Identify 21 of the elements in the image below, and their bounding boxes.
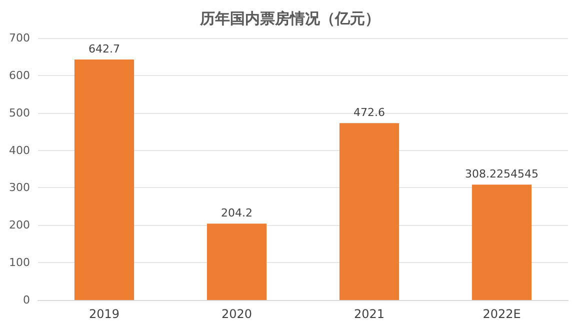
- x-tick-label: 2022E: [482, 307, 521, 321]
- bar: [206, 224, 267, 300]
- data-label: 642.7: [88, 42, 120, 56]
- y-tick-label: 300: [9, 181, 30, 194]
- y-tick-label: 100: [9, 256, 30, 270]
- data-label: 472.6: [354, 106, 385, 120]
- bar: [472, 184, 532, 300]
- x-tick-label: 2020: [221, 307, 252, 321]
- data-label: 204.2: [221, 206, 252, 220]
- x-tick-label: 2021: [354, 307, 385, 321]
- y-tick-label: 700: [9, 32, 30, 44]
- x-tick-label: 2019: [88, 307, 120, 321]
- y-tick-label: 500: [9, 106, 30, 120]
- bar: [74, 59, 134, 300]
- y-tick-label: 200: [9, 218, 30, 232]
- chart-title: 历年国内票房情况（亿元）: [199, 10, 380, 28]
- data-label: 308.2254545: [465, 168, 538, 181]
- bar: [339, 123, 400, 300]
- y-tick-label: 600: [9, 68, 30, 82]
- y-tick-label: 0: [23, 294, 30, 306]
- y-tick-label: 400: [9, 144, 30, 157]
